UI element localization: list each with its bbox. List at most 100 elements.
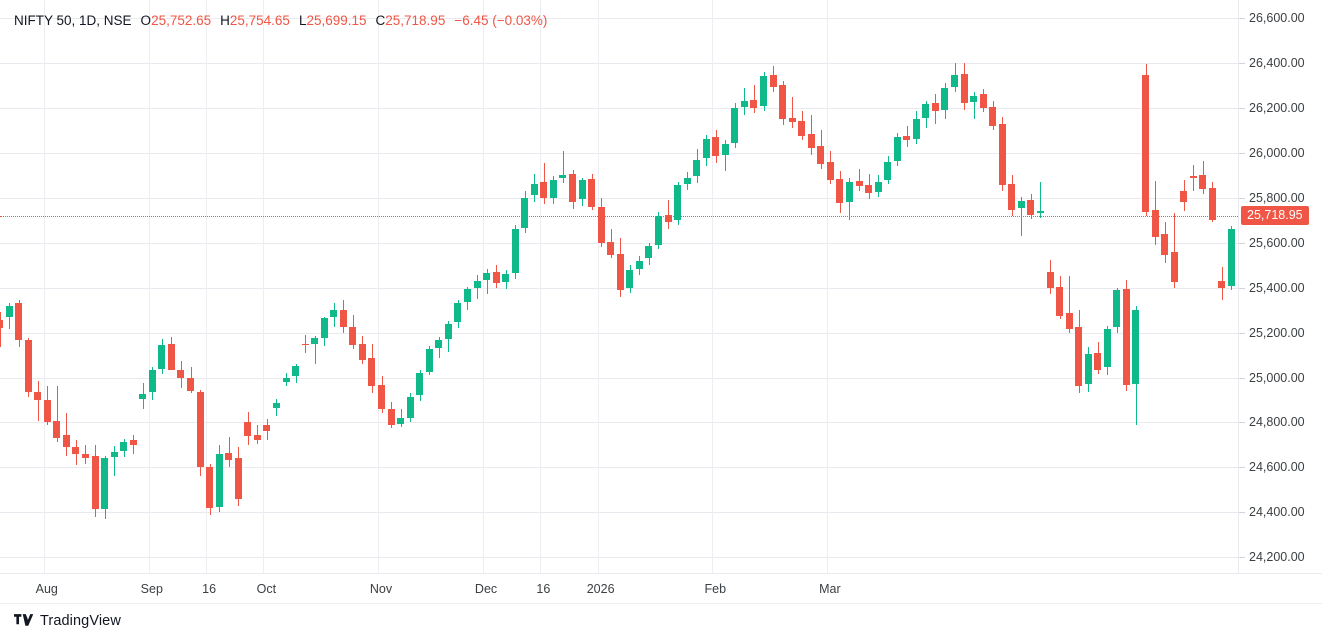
footer-bar: TradingView — [0, 603, 1322, 637]
gridline-vertical — [263, 0, 264, 573]
candle-body — [44, 399, 51, 423]
price-axis[interactable]: 25,718.95 26,600.00 26,400.00 26,200.00 26,… — [1238, 0, 1322, 573]
candle-body — [559, 175, 566, 178]
candle-body — [1094, 352, 1101, 370]
candle-wick — [1174, 213, 1175, 288]
price-tick-dash — [1239, 557, 1245, 558]
candle-wick — [1040, 182, 1041, 218]
current-price-line — [0, 215, 1238, 217]
gridline-horizontal — [0, 467, 1238, 468]
gridline-vertical — [483, 0, 484, 573]
candle-body — [1161, 233, 1168, 256]
time-tick-label: Nov — [369, 582, 393, 596]
candlestick-series — [0, 62, 1235, 520]
price-tick-dash — [1239, 108, 1245, 109]
candle-body — [435, 340, 442, 349]
candle-body — [53, 421, 60, 439]
candle-wick — [57, 386, 58, 442]
chart-legend[interactable]: NIFTY 50, 1D, NSE O 25,752.65 H 25,754.6… — [14, 12, 547, 30]
candle-body — [684, 177, 691, 185]
high-label: H — [220, 13, 230, 28]
candle-body — [836, 178, 843, 204]
candle-body — [349, 326, 356, 345]
candle-body — [1066, 313, 1073, 330]
candle-body — [1123, 288, 1130, 386]
candle-body — [1056, 286, 1063, 316]
time-tick-label: Oct — [256, 582, 277, 596]
price-tick-dash — [1239, 153, 1245, 154]
gridline-vertical — [206, 0, 207, 573]
candle-body — [1228, 229, 1235, 287]
candle-body — [292, 366, 299, 377]
time-tick-label: Feb — [704, 582, 727, 596]
candle-body — [903, 135, 910, 141]
price-tick-label: 26,000.00 — [1249, 145, 1305, 160]
candle-body — [846, 182, 853, 203]
candle-body — [359, 343, 366, 360]
candle-body — [875, 182, 882, 193]
price-tick-dash — [1239, 243, 1245, 244]
candle-body — [101, 458, 108, 509]
gridline-horizontal — [0, 512, 1238, 513]
candle-body — [770, 75, 777, 87]
candle-body — [1113, 289, 1120, 327]
gridline-horizontal — [0, 153, 1238, 154]
candle-body — [827, 161, 834, 180]
candle-body — [712, 137, 719, 157]
time-tick-label: Sep — [140, 582, 163, 596]
price-tick-label: 25,000.00 — [1249, 370, 1305, 385]
candle-body — [483, 273, 490, 280]
candle-body — [493, 271, 500, 284]
price-tick-label: 25,600.00 — [1249, 235, 1305, 250]
candle-body — [856, 180, 863, 187]
candle-body — [1180, 191, 1187, 203]
candle-body — [0, 320, 3, 329]
price-tick-label: 24,400.00 — [1249, 505, 1305, 520]
candle-body — [1142, 75, 1149, 213]
candle-body — [808, 133, 815, 149]
candle-body — [197, 392, 204, 468]
symbol-label[interactable]: NIFTY 50, 1D, NSE — [14, 13, 132, 28]
chart-pane[interactable] — [0, 0, 1238, 573]
candle-body — [1104, 329, 1111, 368]
price-tick-label: 24,600.00 — [1249, 460, 1305, 475]
candle-body — [92, 456, 99, 509]
gridline-horizontal — [0, 557, 1238, 558]
change-value: −6.45 (−0.03%) — [454, 13, 548, 28]
candle-body — [1209, 187, 1216, 221]
price-tick-dash — [1239, 198, 1245, 199]
candle-body — [588, 178, 595, 207]
candle-body — [474, 280, 481, 288]
candle-body — [416, 373, 423, 396]
candle-body — [999, 123, 1006, 186]
candle-body — [25, 340, 32, 393]
candle-wick — [114, 446, 115, 477]
candle-body — [244, 422, 251, 436]
gridline-vertical — [149, 0, 150, 573]
candle-body — [388, 408, 395, 425]
candle-wick — [0, 312, 1, 348]
time-tick-label: 16 — [536, 582, 551, 596]
candle-body — [932, 103, 939, 112]
gridline-vertical — [378, 0, 379, 573]
candle-body — [722, 143, 729, 156]
candle-body — [263, 424, 270, 432]
time-axis[interactable]: Aug Sep 16 Oct Nov Dec 16 2026 Feb Mar — [0, 573, 1322, 603]
candle-body — [1085, 353, 1092, 385]
candle-body — [779, 85, 786, 120]
candle-wick — [229, 437, 230, 468]
candle-body — [540, 182, 547, 198]
candle-body — [636, 260, 643, 269]
candle-body — [798, 121, 805, 136]
candle-body — [980, 94, 987, 108]
candle-body — [989, 106, 996, 126]
candle-body — [464, 288, 471, 303]
price-tick-label: 26,600.00 — [1249, 10, 1305, 25]
price-tick-label: 25,200.00 — [1249, 325, 1305, 340]
candle-wick — [668, 199, 669, 230]
candle-body — [817, 146, 824, 165]
candle-body — [1047, 271, 1054, 288]
candle-body — [1018, 201, 1025, 208]
candle-wick — [563, 150, 564, 184]
candle-body — [149, 369, 156, 393]
